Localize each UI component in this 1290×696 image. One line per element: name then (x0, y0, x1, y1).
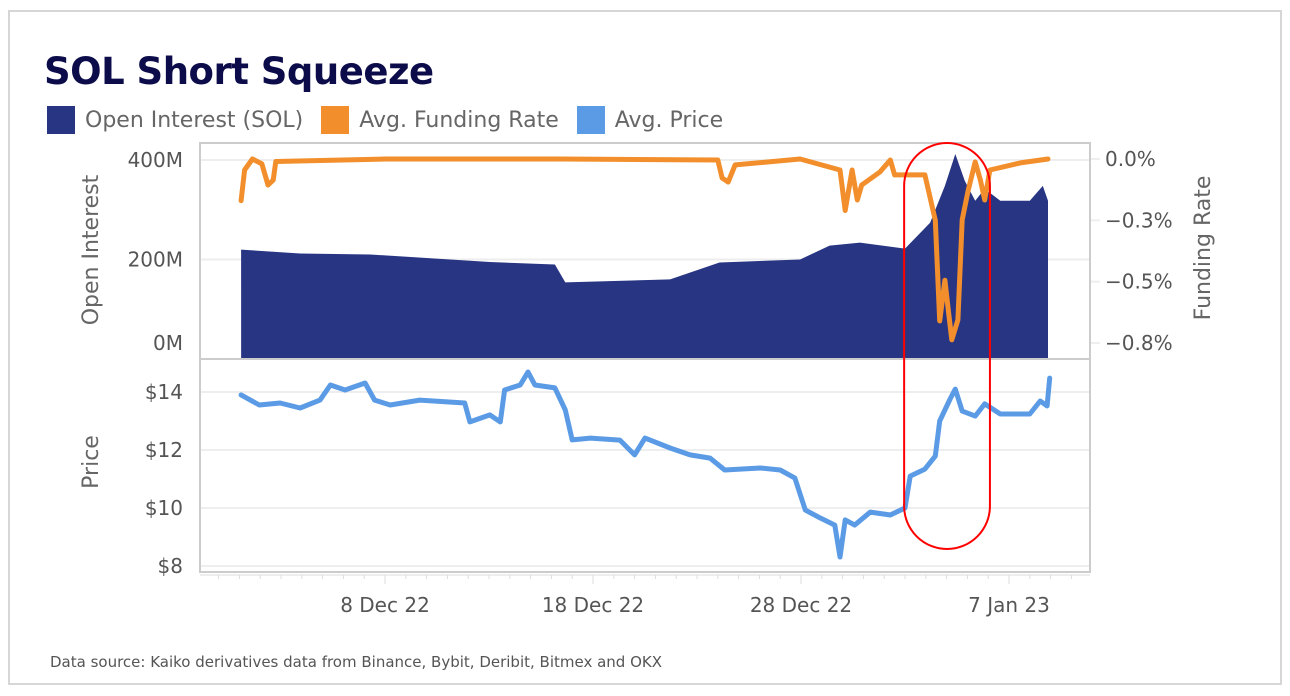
y-axis-title-open-interest: Open Interest (79, 174, 104, 325)
legend-label: Avg. Price (614, 107, 724, 133)
legend-swatch (576, 106, 605, 134)
x-tick-label: 8 Dec 22 (340, 593, 430, 617)
x-tick-label: 7 Jan 23 (968, 593, 1050, 617)
funding-tick-label: −0.5% (1105, 270, 1173, 294)
legend-swatch (321, 106, 350, 134)
legend-item-price[interactable]: Avg. Price (576, 106, 724, 134)
price-line (238, 369, 1053, 560)
data-source-note: Data source: Kaiko derivatives data from… (50, 653, 663, 671)
oi-tick-label: 400M (128, 148, 183, 172)
funding-rate-line (238, 156, 1051, 343)
legend-swatch (47, 106, 75, 134)
plot-border (199, 142, 1091, 573)
y-axis-title-funding-rate: Funding Rate (1191, 176, 1216, 321)
chart-title: SOL Short Squeeze (44, 50, 434, 93)
x-tick-label: 18 Dec 22 (542, 593, 644, 617)
funding-tick-label: 0.0% (1105, 147, 1156, 171)
funding-tick-label: −0.3% (1105, 208, 1173, 232)
funding-tick-label: −0.8% (1105, 331, 1173, 355)
y-axis-title-price: Price (79, 435, 104, 489)
legend: Open Interest (SOL) Avg. Funding Rate Av… (47, 106, 723, 134)
oi-tick-label: 200M (128, 248, 183, 272)
legend-label: Open Interest (SOL) (85, 107, 304, 133)
oi-tick-label: 0M (153, 331, 183, 355)
price-tick-label: $12 (145, 438, 183, 462)
open-interest-area (241, 154, 1049, 359)
legend-item-funding-rate[interactable]: Avg. Funding Rate (321, 106, 559, 134)
chart-frame (8, 10, 1282, 685)
price-tick-label: $14 (145, 380, 183, 404)
legend-item-open-interest[interactable]: Open Interest (SOL) (47, 106, 303, 134)
highlight-annotation (903, 142, 991, 550)
price-tick-label: $8 (158, 554, 183, 578)
legend-label: Avg. Funding Rate (359, 107, 559, 133)
x-tick-label: 28 Dec 22 (750, 593, 852, 617)
price-tick-label: $10 (145, 496, 183, 520)
